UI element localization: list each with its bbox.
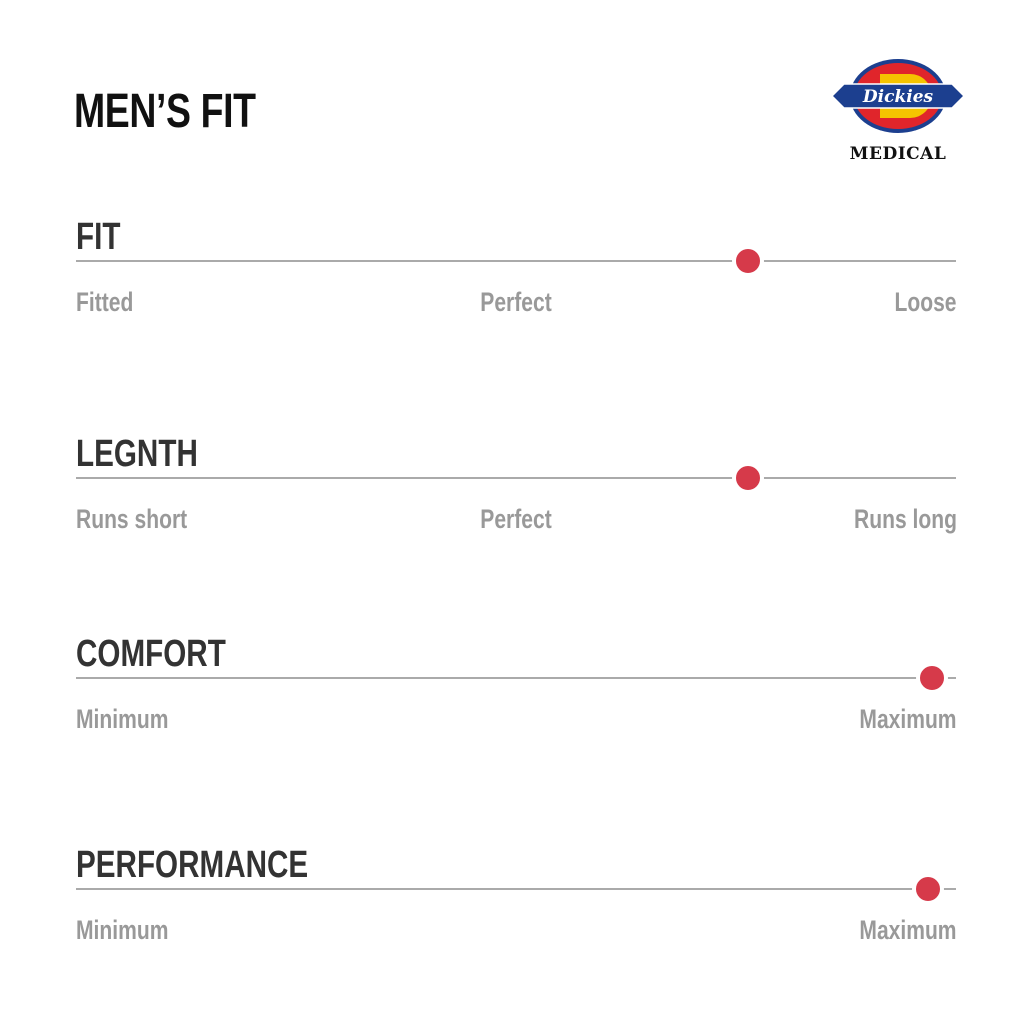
section-title: FIT [76, 216, 121, 258]
scale-left-label: Runs short [76, 504, 188, 534]
section-title: LEGNTH [76, 433, 198, 475]
brand-subtitle: MEDICAL [849, 144, 947, 164]
scale-center-label: Perfect [480, 504, 552, 534]
performance-marker [911, 873, 944, 905]
page-title: MEN’S FIT [74, 85, 256, 138]
dickies-logo: Dickies [830, 59, 966, 133]
performance-section: PERFORMANCE Minimum Maximum [0, 845, 1024, 965]
length-section: LEGNTH Runs short Perfect Runs long [0, 434, 1024, 554]
svg-text:Dickies: Dickies [862, 87, 934, 107]
scale-right-label: Maximum [859, 704, 957, 734]
scale-left-label: Minimum [76, 704, 169, 734]
fit-scale [76, 245, 956, 277]
fit-section: FIT Fitted Perfect Loose [0, 217, 1024, 337]
section-title: COMFORT [76, 633, 226, 675]
scale-left-label: Fitted [76, 287, 134, 317]
performance-scale [76, 873, 956, 905]
section-title: PERFORMANCE [76, 844, 309, 886]
scale-left-label: Minimum [76, 915, 169, 945]
comfort-marker [916, 662, 949, 694]
scale-right-label: Loose [894, 287, 957, 317]
length-scale [76, 462, 956, 494]
scale-center-label: Perfect [480, 287, 552, 317]
length-marker [732, 462, 765, 494]
comfort-section: COMFORT Minimum Maximum [0, 634, 1024, 754]
scale-right-label: Runs long [854, 504, 957, 534]
fit-marker [732, 245, 765, 277]
comfort-scale [76, 662, 956, 694]
scale-right-label: Maximum [859, 915, 957, 945]
